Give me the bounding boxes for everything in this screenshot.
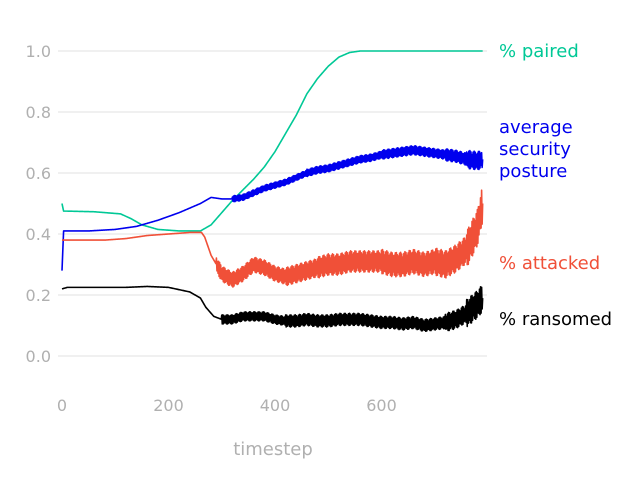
series-line-0 bbox=[61, 50, 483, 232]
y-tick-label: 0.0 bbox=[26, 347, 51, 366]
x-axis-title: timestep bbox=[233, 439, 313, 460]
x-tick-label: 200 bbox=[153, 396, 184, 415]
y-tick-label: 0.8 bbox=[26, 103, 51, 122]
series-label-0: % paired bbox=[499, 41, 579, 62]
series-line-2 bbox=[61, 189, 484, 288]
series-label-1: average bbox=[499, 117, 573, 138]
series-label-2: % attacked bbox=[499, 253, 600, 274]
x-tick-label: 0 bbox=[57, 396, 67, 415]
series-line-3 bbox=[61, 285, 484, 333]
series-lines bbox=[61, 50, 484, 333]
series-label-3: % ransomed bbox=[499, 309, 612, 330]
y-tick-label: 0.6 bbox=[26, 164, 51, 183]
series-label-1: posture bbox=[499, 161, 567, 182]
gridlines bbox=[58, 50, 487, 357]
axis-ticks: 0.0 0.2 0.4 0.6 0.8 1.0 0 200 400 600 bbox=[26, 42, 397, 415]
series-label-1: security bbox=[499, 139, 571, 160]
y-tick-label: 1.0 bbox=[26, 42, 51, 61]
y-tick-label: 0.2 bbox=[26, 286, 51, 305]
y-tick-label: 0.4 bbox=[26, 225, 51, 244]
x-tick-label: 600 bbox=[366, 396, 397, 415]
series-line-1 bbox=[61, 145, 484, 271]
x-tick-label: 400 bbox=[260, 396, 291, 415]
